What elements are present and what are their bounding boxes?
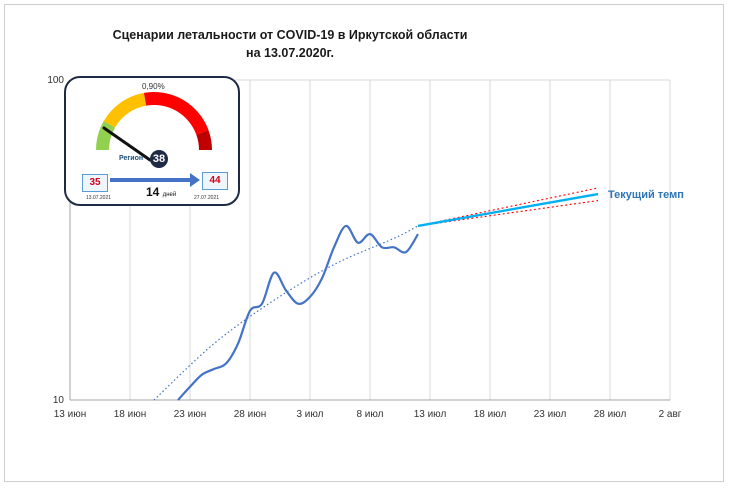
x-tick-label: 13 июл [414, 409, 447, 420]
region-value-badge: 38 [150, 150, 168, 168]
trend-line [153, 225, 419, 401]
chart-frame [4, 4, 724, 482]
y-tick-label: 100 [47, 75, 64, 86]
x-tick-label: 2 авг [659, 409, 682, 420]
end-date: 27.07.2021 [194, 195, 220, 201]
x-tick-label: 8 июл [356, 409, 383, 420]
series-actual [177, 224, 419, 401]
x-tick-label: 18 июл [474, 409, 507, 420]
gauge-segment-red [143, 92, 209, 135]
gauge-segment-green [96, 121, 116, 150]
start-date: 13.07.2021 [86, 195, 112, 201]
days-number: 14 [146, 185, 160, 199]
y-tick-label: 10 [53, 395, 65, 406]
gauge-needle [102, 126, 152, 162]
gauge-segment-yellow [103, 92, 147, 128]
x-tick-label: 28 июн [234, 409, 267, 420]
gauge-dial [96, 92, 212, 187]
days-count: 14 дней [146, 185, 176, 199]
days-unit: дней [162, 192, 177, 198]
arrow-right-icon [110, 173, 200, 187]
x-tick-label: 13 июн [54, 409, 87, 420]
chart-title: Сценарии летальности от COVID-19 в Иркут… [112, 28, 468, 42]
x-tick-label: 23 июл [534, 409, 567, 420]
gauge-segment-darkred [196, 130, 212, 150]
series-current-pace [417, 192, 599, 228]
series-label-current-pace: Текущий темп [608, 189, 684, 201]
gauge-inset: 0,90% Регион 38 35 44 14 дней 13.07.2021… [64, 76, 240, 206]
x-tick-label: 28 июл [594, 409, 627, 420]
end-value-box: 44 [202, 172, 228, 190]
gauge-percent: 0,90% [142, 82, 165, 91]
x-tick-label: 3 июл [296, 409, 323, 420]
region-label: Регион [119, 155, 144, 162]
x-tick-label: 18 июн [114, 409, 147, 420]
x-tick-label: 23 июн [174, 409, 207, 420]
start-value-box: 35 [82, 174, 108, 192]
chart-subtitle: на 13.07.2020г. [246, 46, 334, 60]
